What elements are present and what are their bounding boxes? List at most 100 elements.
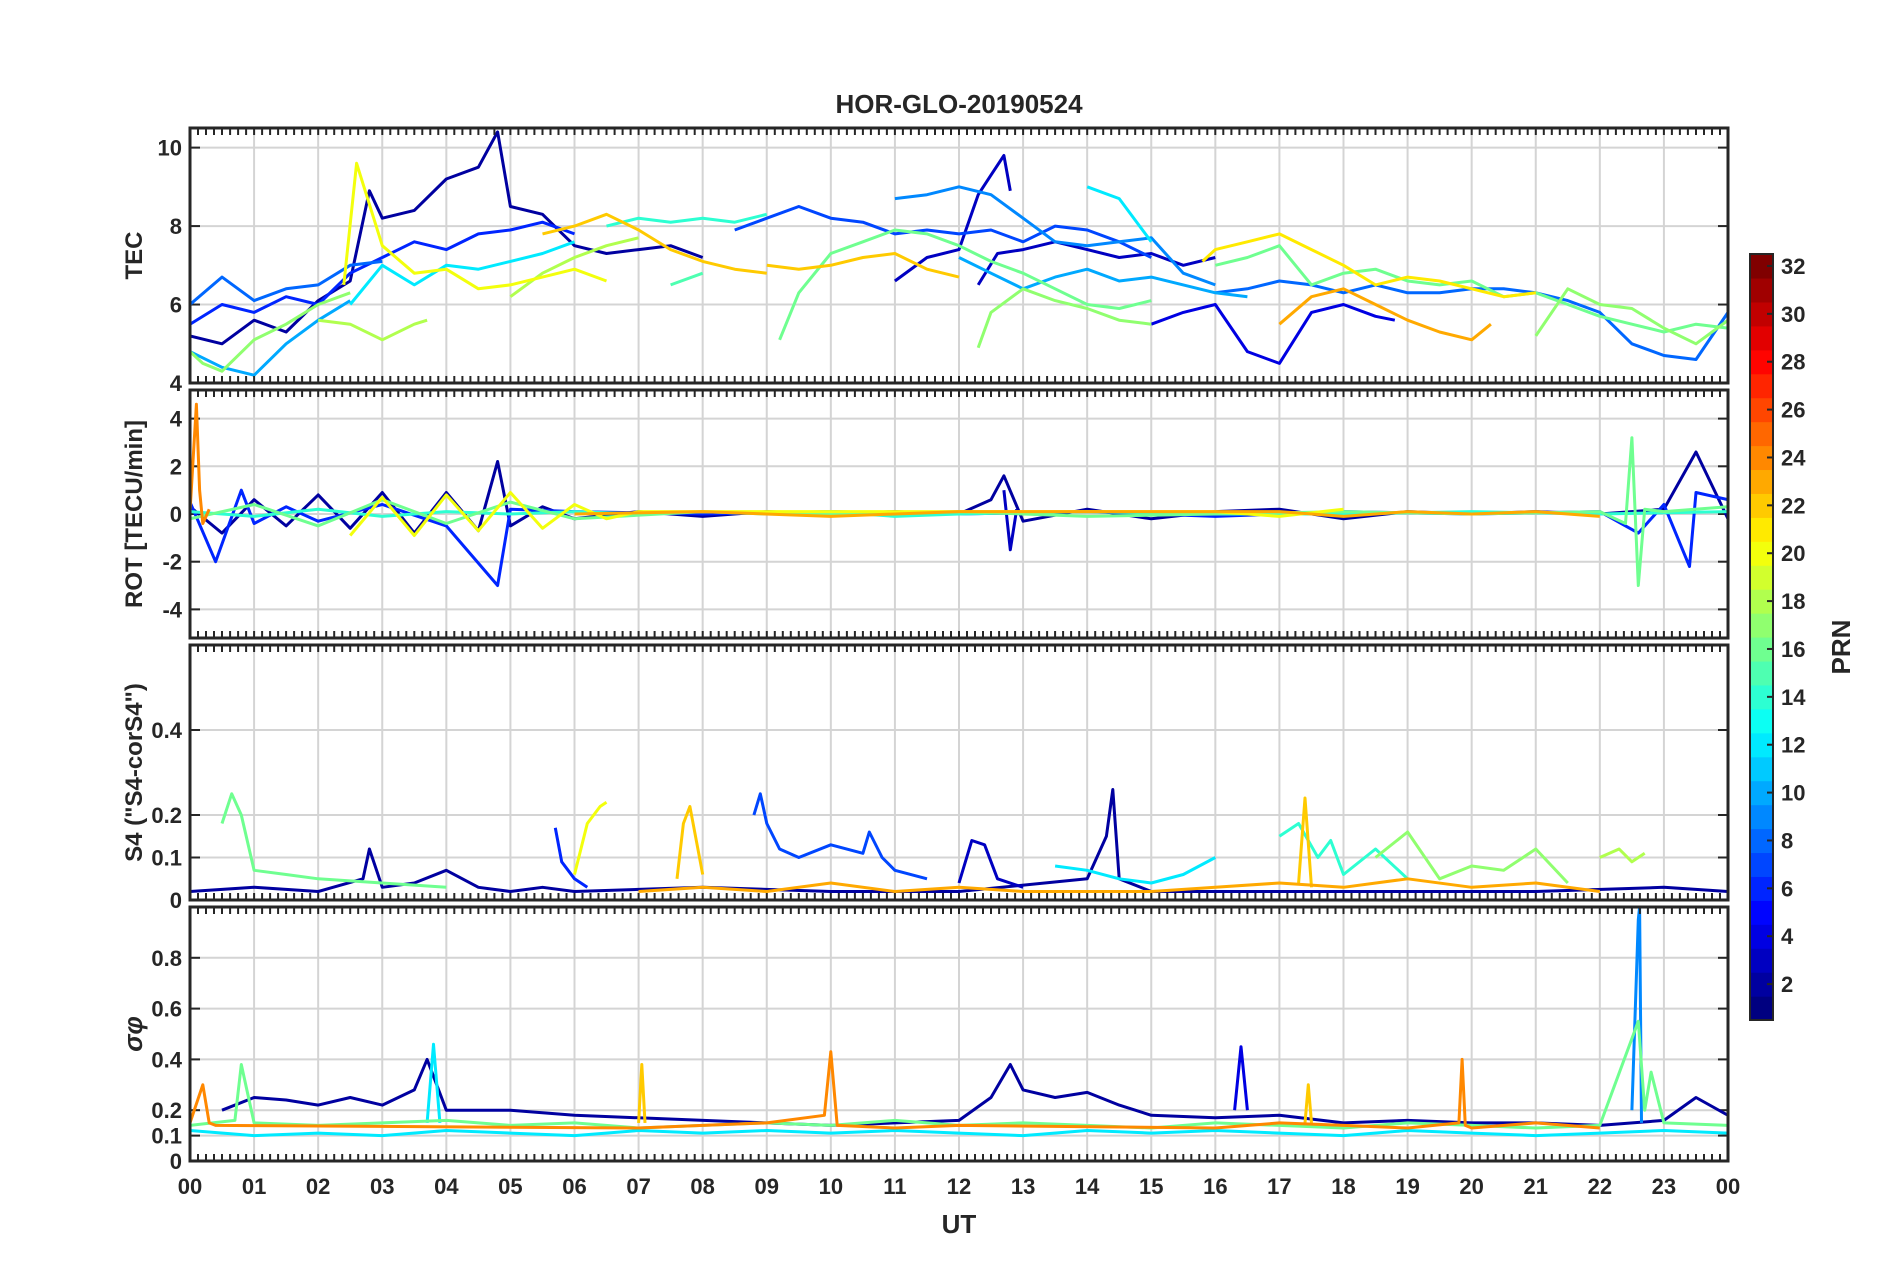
series-line-prn-17	[1374, 830, 1569, 885]
y-tick-label: 0.2	[151, 1098, 182, 1123]
series-line-prn-16	[1214, 244, 1728, 334]
y-tick-label: 0.1	[151, 846, 182, 871]
series-group	[190, 130, 1728, 377]
colorbar-segment	[1750, 397, 1773, 423]
series-line-prn-17	[1534, 287, 1728, 346]
series-line-prn-21	[1201, 232, 1536, 299]
colorbar-tick-label: 30	[1781, 302, 1805, 327]
series-line-prn-18	[318, 318, 428, 342]
y-tick-label: 10	[158, 136, 182, 161]
series-line-prn-10	[190, 299, 351, 377]
colorbar-segment	[1750, 421, 1773, 447]
x-tick-label: 08	[690, 1174, 714, 1199]
series-line-prn-15	[670, 271, 704, 287]
y-tick-label: 4	[170, 407, 183, 432]
series-line-prn-20	[573, 801, 608, 875]
x-tick-label: 07	[626, 1174, 650, 1199]
series-line-prn-23	[574, 510, 1600, 518]
colorbar-segment	[1750, 637, 1773, 662]
y-axis-label-rot: ROT [TECU/min]	[121, 420, 148, 608]
y-tick-label: 6	[170, 293, 182, 318]
y-tick-label: 2	[170, 454, 182, 479]
colorbar-label: PRN	[1826, 620, 1856, 675]
series-line-prn-22	[675, 805, 705, 879]
colorbar-tick-label: 24	[1781, 445, 1806, 470]
chart-title: HOR-GLO-20190524	[835, 89, 1083, 119]
colorbar-segment	[1750, 708, 1773, 734]
series-line-prn-12	[425, 1042, 442, 1124]
colorbar-segment	[1750, 254, 1773, 279]
x-tick-label: 18	[1331, 1174, 1355, 1199]
x-tick-label: 09	[755, 1174, 779, 1199]
colorbar-segment	[1750, 684, 1773, 710]
colorbar-tick-label: 14	[1781, 685, 1806, 710]
series-line-prn-16	[190, 1019, 1728, 1130]
colorbar-tick-label: 12	[1781, 733, 1805, 758]
series-line-prn-24	[190, 402, 211, 525]
colorbar-segment	[1750, 373, 1773, 399]
x-tick-label: 05	[498, 1174, 522, 1199]
x-tick-label: 12	[947, 1174, 971, 1199]
x-tick-label: 06	[562, 1174, 586, 1199]
series-line-prn-22	[1303, 1083, 1313, 1124]
series-line-prn-20	[342, 161, 608, 291]
colorbar-segment	[1750, 493, 1773, 518]
x-tick-label: 19	[1395, 1174, 1419, 1199]
colorbar-tick-label: 16	[1781, 637, 1805, 662]
colorbar-tick-label: 8	[1781, 828, 1793, 853]
colorbar-segment	[1750, 804, 1773, 830]
y-tick-label: 0.8	[151, 946, 182, 971]
x-tick-label: 11	[883, 1174, 906, 1199]
colorbar-tick-label: 10	[1781, 781, 1805, 806]
series-group	[190, 402, 1728, 587]
colorbar-tick-label: 22	[1781, 493, 1805, 518]
y-axis-label-sigma_phi: σφ	[118, 1016, 148, 1052]
colorbar-segment	[1750, 852, 1773, 877]
y-axis-label-tec: TEC	[121, 232, 148, 280]
x-minor-ticks	[189, 128, 1729, 383]
series-line-prn-9	[894, 185, 1216, 287]
colorbar-segment	[1750, 277, 1773, 303]
x-tick-label: 00	[1716, 1174, 1740, 1199]
colorbar-segment	[1750, 828, 1773, 854]
series-line-prn-14	[1278, 822, 1409, 880]
x-minor-ticks	[189, 390, 1729, 638]
x-minor-ticks	[189, 645, 1729, 900]
series-line-prn-7	[752, 792, 928, 881]
series-line-prn-2	[190, 130, 704, 346]
x-tick-label: 17	[1267, 1174, 1291, 1199]
colorbar-segment	[1750, 948, 1773, 973]
series-line-prn-22	[637, 1063, 647, 1123]
colorbar-segment	[1750, 325, 1773, 351]
panel-tec: 4 6 8 10 TEC	[121, 126, 1730, 396]
panel-s4: 0 0.1 0.2 0.4S4 ("S4-corS4")	[121, 643, 1730, 913]
colorbar-segment	[1750, 900, 1773, 925]
colorbar-tick-label: 32	[1781, 254, 1805, 279]
y-tick-label: 0.4	[151, 1047, 182, 1072]
series-line-prn-22	[766, 252, 960, 279]
x-minor-ticks	[189, 907, 1729, 1161]
y-tick-label: 0.1	[151, 1124, 182, 1149]
colorbar-segment	[1750, 972, 1773, 997]
series-line-prn-24	[190, 1050, 1600, 1130]
x-tick-label: 03	[370, 1174, 394, 1199]
series-line-prn-12	[1054, 856, 1217, 885]
y-tick-label: 0.2	[151, 803, 182, 828]
colorbar-segment	[1750, 445, 1773, 471]
panel-rot: -4 -2 0 2 4 ROT [TECU/min]	[121, 388, 1730, 640]
colorbar-segment	[1750, 876, 1773, 901]
colorbar-tick-label: 28	[1781, 350, 1805, 375]
colorbar-segment	[1750, 996, 1773, 1021]
colorbar-segment	[1750, 780, 1773, 806]
x-tick-label: 01	[242, 1174, 266, 1199]
series-line-prn-4	[1150, 303, 1396, 365]
series-line-prn-3	[957, 839, 1024, 889]
y-tick-label: 4	[170, 371, 183, 396]
series-line-prn-17	[190, 291, 351, 373]
colorbar-segment	[1750, 469, 1773, 494]
series-line-prn-18	[1599, 847, 1646, 864]
x-axis-label: UT	[942, 1209, 977, 1239]
x-tick-label: 02	[306, 1174, 330, 1199]
